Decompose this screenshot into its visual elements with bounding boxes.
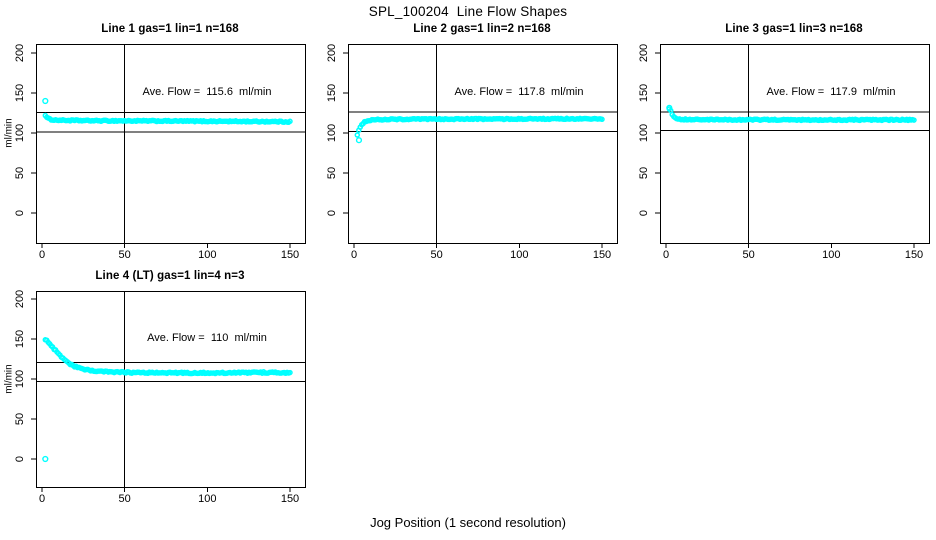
y-tick-label: 200: [638, 43, 650, 63]
x-tick-label: 150: [904, 249, 924, 261]
outlier-point: [42, 97, 49, 105]
x-tick-label: 50: [118, 249, 131, 261]
panel-line-2: [343, 44, 618, 248]
x-tick-label: 0: [662, 249, 670, 261]
data-points: [666, 106, 917, 124]
y-axis-label-row-1: ml/min: [3, 118, 15, 148]
x-tick-label: 0: [38, 249, 46, 261]
x-tick-label: 0: [38, 493, 46, 505]
x-axis-title: Jog Position (1 second resolution): [370, 515, 566, 530]
y-tick-label: 200: [14, 289, 26, 309]
x-tick-label: 50: [430, 249, 443, 261]
panel-title-line-2: Line 2 gas=1 lin=2 n=168: [413, 23, 551, 35]
ave-flow-annotation-line-3: Ave. Flow = 117.9 ml/min: [766, 86, 896, 98]
y-tick-label: 200: [326, 43, 338, 63]
plot-box: [36, 291, 306, 488]
plot-box: [36, 44, 306, 244]
y-tick-label: 150: [638, 83, 650, 103]
y-tick-label: 100: [326, 123, 338, 143]
y-tick-label: 200: [14, 43, 26, 63]
y-tick-label: 50: [326, 166, 338, 180]
y-tick-label: 50: [638, 166, 650, 180]
y-tick-label: 100: [638, 123, 650, 143]
ave-flow-annotation-line-1: Ave. Flow = 115.6 ml/min: [142, 86, 272, 98]
y-tick-label: 100: [14, 123, 26, 143]
y-tick-label: 150: [326, 83, 338, 103]
x-tick-label: 100: [198, 249, 217, 261]
x-tick-label: 50: [118, 493, 131, 505]
y-tick-label: 150: [14, 83, 26, 103]
y-axis-label-row-2: ml/min: [3, 364, 15, 394]
panel-line-3: [655, 44, 930, 248]
outlier-point: [355, 137, 363, 144]
plot-box: [348, 44, 618, 244]
panel-title-line-1: Line 1 gas=1 lin=1 n=168: [101, 23, 239, 35]
y-tick-label: 0: [14, 455, 26, 463]
x-tick-label: 100: [822, 249, 841, 261]
x-tick-label: 150: [592, 249, 612, 261]
x-tick-label: 50: [742, 249, 755, 261]
y-tick-label: 50: [14, 166, 26, 180]
y-tick-label: 150: [14, 329, 26, 349]
y-tick-label: 0: [14, 209, 26, 217]
plot-box: [660, 44, 930, 244]
x-tick-label: 150: [280, 493, 300, 505]
y-tick-label: 50: [14, 412, 26, 426]
data-points: [354, 115, 605, 138]
x-tick-label: 100: [510, 249, 529, 261]
ave-flow-annotation-line-2: Ave. Flow = 117.8 ml/min: [454, 86, 584, 98]
outlier-point: [666, 104, 673, 111]
data-points: [42, 337, 293, 377]
panel-title-line-3: Line 3 gas=1 lin=3 n=168: [725, 23, 863, 35]
panel-line-1: [31, 44, 306, 248]
main-title: SPL_100204 Line Flow Shapes: [368, 4, 568, 19]
ave-flow-annotation-line-4: Ave. Flow = 110 ml/min: [147, 332, 267, 344]
x-tick-label: 0: [350, 249, 358, 261]
panel-title-line-4: Line 4 (LT) gas=1 lin=4 n=3: [95, 270, 245, 282]
y-tick-label: 0: [326, 209, 338, 217]
x-tick-label: 150: [280, 249, 300, 261]
y-tick-label: 0: [638, 209, 650, 217]
panel-line-4: [31, 291, 306, 492]
data-points: [42, 112, 293, 126]
outlier-point: [42, 455, 49, 463]
x-tick-label: 100: [198, 493, 217, 505]
y-tick-label: 100: [14, 369, 26, 389]
